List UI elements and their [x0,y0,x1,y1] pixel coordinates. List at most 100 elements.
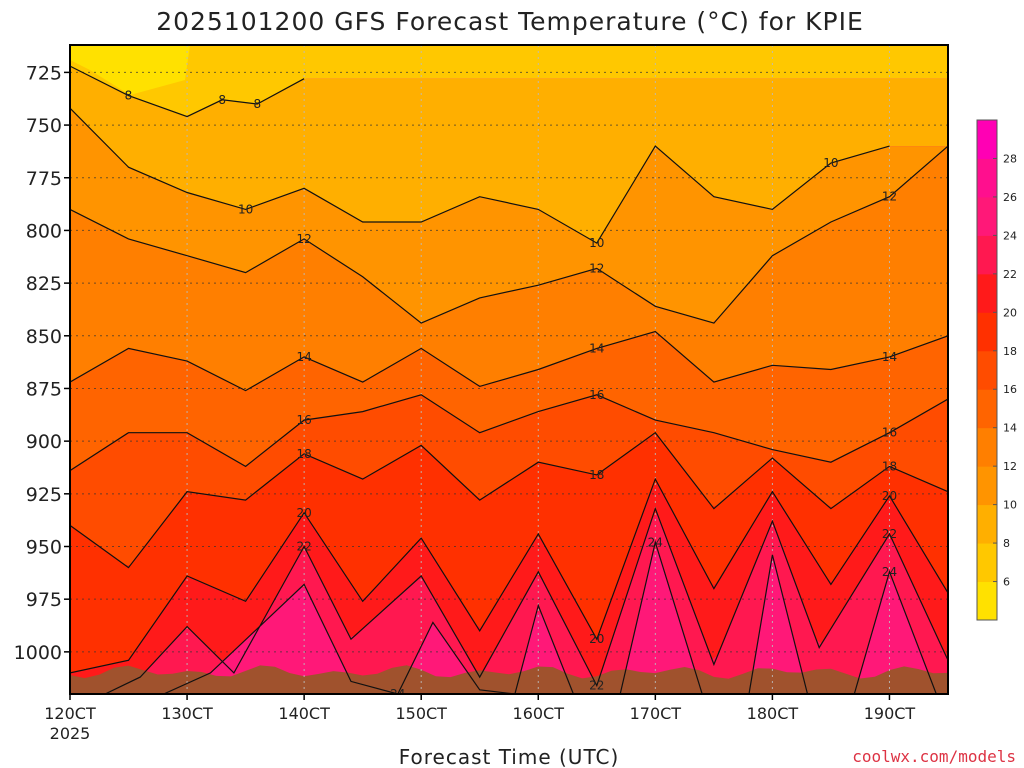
contour-8 [70,65,305,118]
fill-band-coldest [70,45,190,95]
colorbar-tick-label: 8 [1003,537,1010,550]
contour-10 [70,107,890,244]
colorbar-segment [977,504,997,544]
contour-label: 12 [296,232,311,246]
contour-18 [70,431,948,569]
fill-band-10 [70,66,948,244]
contour-label: 20 [296,506,311,520]
contour-label: 16 [882,426,897,440]
contour-label: 16 [589,388,604,402]
colorbar-tick-label: 14 [1003,422,1017,435]
plot-frame [69,44,949,695]
y-tick-label: 800 [26,220,62,242]
contour-16 [70,394,948,472]
colorbar-segment [977,235,997,275]
y-tick-label: 925 [26,484,62,506]
contour-label: 22 [589,679,604,693]
y-tick-label: 900 [26,431,62,453]
y-tick-label: 825 [26,273,62,295]
contour-label: 12 [589,261,604,275]
colorbar-tick-label: 16 [1003,383,1017,396]
fill-band-14 [70,146,948,391]
colorbar-segment [977,273,997,313]
contour-label: 24 [390,687,405,701]
contour-label: 24 [882,565,897,579]
contour-label: 8 [125,89,133,103]
contour-label: 22 [296,540,311,554]
ground-surface [70,665,948,694]
x-tick-label: 150CT [395,704,447,723]
colorbar-segment [977,427,997,467]
colorbar-tick-label: 10 [1003,499,1017,512]
y-tick-label: 750 [26,115,62,137]
x-axis-year-label: 2025 [50,724,91,743]
contour-label: 14 [589,341,604,355]
y-tick-label: 725 [26,62,62,84]
colorbar-tick-label: 28 [1003,152,1017,165]
contour-14 [70,330,948,392]
chart-title: 2025101200 GFS Forecast Temperature (°C)… [156,7,864,36]
colorbar-segment [977,158,997,198]
contour-label: 10 [823,156,838,170]
contour-label: 10 [589,236,604,250]
contour-label: 20 [882,489,897,503]
x-tick-label: 120CT [44,704,96,723]
contour-20 [70,477,948,674]
contour-label: 18 [882,459,897,473]
contour-label: 10 [238,202,253,216]
colorbar-segment [977,581,997,621]
colorbar-tick-label: 12 [1003,460,1017,473]
colorbar-tick-label: 24 [1003,229,1017,242]
x-tick-label: 160CT [513,704,565,723]
contour-24 [163,539,937,694]
contour-label: 18 [296,447,311,461]
grid-layer [70,45,948,694]
x-tick-label: 140CT [278,704,330,723]
contour-label: 18 [589,468,604,482]
ground-layer [70,665,948,694]
y-tick-label: 950 [26,537,62,559]
y-axis: 725 750 775 800 825 850 875 900 925 950 975 1000 [14,62,70,664]
contour-label: 20 [589,632,604,646]
colorbar-tick-label: 6 [1003,576,1010,589]
y-tick-label: 850 [26,326,62,348]
fill-band-24 [70,513,948,694]
contour-layer: 8 8 8 10 10 10 12 12 12 14 14 14 16 16 16 18 18 18 20 20 20 2… [70,65,948,701]
colorbar-segment [977,120,997,159]
x-tick-label: 190CT [864,704,916,723]
x-axis: 120CT 130CT 140CT 150CT 160CT 170CT 180CT 190CT [44,694,915,723]
colorbar-segment [977,389,997,429]
fill-band-8 [70,45,948,116]
contour-label: 8 [218,93,226,107]
colorbar-segment [977,543,997,583]
y-tick-label: 875 [26,378,62,400]
colorbar-tick-label: 20 [1003,306,1017,319]
contour-label: 8 [253,97,261,111]
contour-label: 22 [882,527,897,541]
fill-band-12 [70,108,948,324]
x-axis-title: Forecast Time (UTC) [399,745,620,768]
x-tick-label: 170CT [630,704,682,723]
contour-label: 24 [648,535,663,549]
contour-22 [104,506,948,694]
colorbar-segment [977,350,997,390]
colorbar-tick-label: 26 [1003,191,1017,204]
colorbar-frame [976,119,998,621]
colorbar-segment [977,312,997,352]
watermark-credit: coolwx.com/models [852,747,1016,766]
x-tick-label: 180CT [747,704,799,723]
y-tick-label: 1000 [14,642,62,664]
contour-label: 16 [296,413,311,427]
colorbar-segment [977,466,997,506]
temperature-fill-layer [70,45,948,694]
colorbar: 6 8 10 12 14 16 18 20 22 24 26 28 [976,119,1017,621]
colorbar-segment [977,196,997,236]
contour-label: 14 [296,350,311,364]
colorbar-tick-label: 22 [1003,268,1017,281]
colorbar-tick-label: 18 [1003,345,1017,358]
y-tick-label: 975 [26,589,62,611]
fill-band-16 [70,332,948,471]
contour-label: 12 [882,190,897,204]
x-tick-label: 130CT [161,704,213,723]
y-tick-label: 775 [26,168,62,190]
